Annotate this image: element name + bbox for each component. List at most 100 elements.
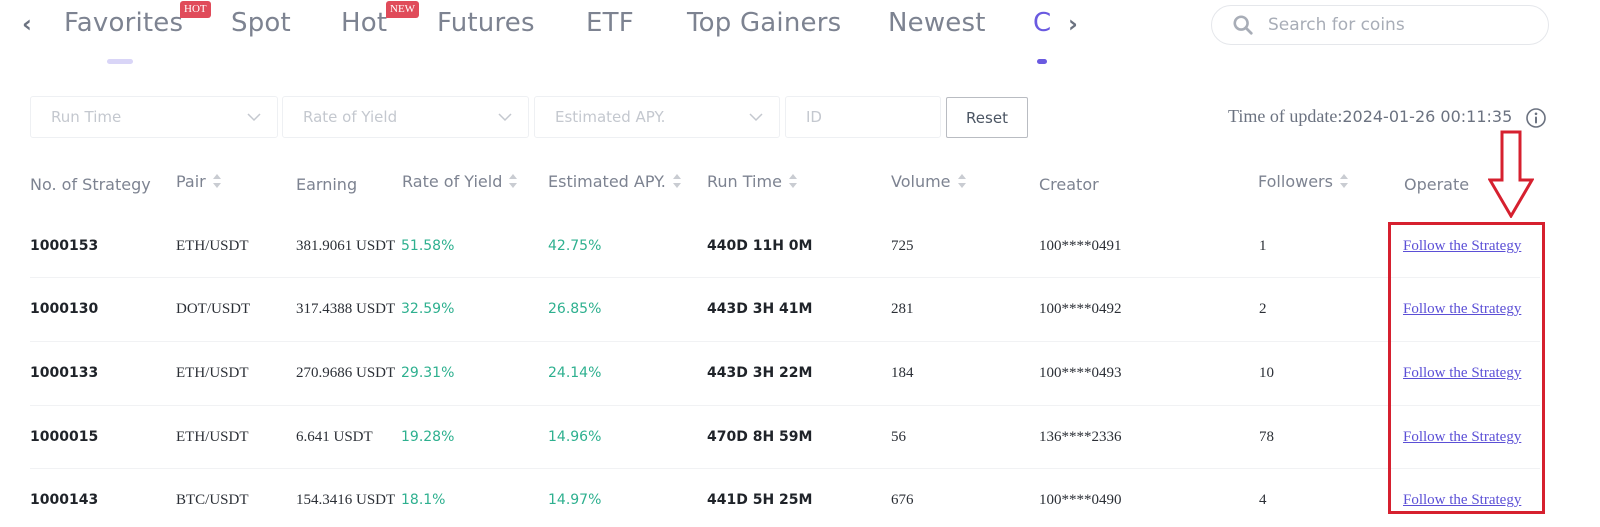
column-header-label: Followers — [1258, 172, 1333, 191]
strategy-id: 1000143 — [30, 492, 99, 508]
tab-top-gainers[interactable]: Top Gainers — [687, 8, 842, 38]
estimated-apy: 26.85% — [548, 301, 602, 317]
column-header-earning: Earning — [296, 175, 358, 194]
creator: 136****2336 — [1039, 429, 1122, 445]
column-header-label: Estimated APY. — [548, 172, 666, 191]
column-header-followers[interactable]: Followers — [1258, 172, 1349, 191]
followers: 1 — [1259, 238, 1267, 254]
volume: 281 — [891, 301, 914, 317]
run-time-filter-select[interactable]: Run Time — [30, 96, 278, 138]
chevron-down-icon — [749, 113, 763, 122]
table-row: 1000153 ETH/USDT 381.9061 USDT 51.58% 42… — [30, 215, 1540, 278]
follow-strategy-link[interactable]: Follow the Strategy — [1403, 365, 1522, 381]
update-time-label: Time of update: — [1228, 106, 1343, 126]
follow-strategy-link[interactable]: Follow the Strategy — [1403, 429, 1522, 445]
rate-of-yield-filter-select[interactable]: Rate of Yield — [282, 96, 529, 138]
pair: ETH/USDT — [176, 365, 249, 381]
run-time: 443D 3H 41M — [707, 301, 813, 317]
volume: 56 — [891, 429, 906, 445]
table-row: 1000133 ETH/USDT 270.9686 USDT 29.31% 24… — [30, 342, 1540, 405]
strategy-id: 1000015 — [30, 429, 99, 445]
followers: 10 — [1259, 365, 1274, 381]
active-tab-indicator — [1037, 59, 1047, 64]
tab-newest[interactable]: Newest — [888, 8, 986, 38]
tab-spot[interactable]: Spot — [231, 8, 291, 38]
creator: 100****0490 — [1039, 492, 1122, 508]
estimated-apy-filter-select[interactable]: Estimated APY. — [534, 96, 780, 138]
chevron-right-icon[interactable]: › — [1068, 10, 1078, 38]
followers: 4 — [1259, 492, 1267, 508]
strategy-id: 1000133 — [30, 365, 99, 381]
info-icon[interactable] — [1525, 107, 1547, 129]
column-header-label: Run Time — [707, 172, 782, 191]
tab-etf[interactable]: ETF — [586, 8, 634, 38]
update-time: Time of update:2024-01-26 00:11:35 — [1228, 106, 1512, 127]
tab-indicator — [107, 59, 133, 64]
rate-of-yield: 51.58% — [401, 238, 455, 254]
column-header-label: Rate of Yield — [402, 172, 503, 191]
annotation-down-arrow-icon — [1488, 130, 1534, 218]
id-input[interactable] — [786, 97, 940, 137]
creator: 100****0491 — [1039, 238, 1122, 254]
tab-hot[interactable]: Hot — [341, 8, 388, 38]
tab-futures[interactable]: Futures — [437, 8, 535, 38]
earning: 154.3416 USDT — [296, 492, 396, 508]
chevron-left-icon[interactable]: ‹ — [22, 10, 32, 38]
run-time: 441D 5H 25M — [707, 492, 813, 508]
table-row: 1000143 BTC/USDT 154.3416 USDT 18.1% 14.… — [30, 469, 1540, 527]
sort-icon[interactable] — [212, 173, 222, 189]
hot-badge: HOT — [180, 1, 211, 18]
creator: 100****0492 — [1039, 301, 1122, 317]
column-header-volume[interactable]: Volume — [891, 172, 967, 191]
coin-search-box[interactable] — [1211, 5, 1549, 45]
rate-of-yield: 18.1% — [401, 492, 446, 508]
sort-icon[interactable] — [788, 173, 798, 189]
creator: 100****0493 — [1039, 365, 1122, 381]
reset-button[interactable]: Reset — [946, 97, 1028, 138]
rate-of-yield: 29.31% — [401, 365, 455, 381]
tab-favorites[interactable]: Favorites — [64, 8, 184, 38]
follow-strategy-link[interactable]: Follow the Strategy — [1403, 301, 1522, 317]
volume: 676 — [891, 492, 914, 508]
column-header-label: Volume — [891, 172, 951, 191]
follow-strategy-link[interactable]: Follow the Strategy — [1403, 238, 1522, 254]
chevron-down-icon — [247, 113, 261, 122]
earning: 317.4388 USDT — [296, 301, 396, 317]
search-icon — [1233, 15, 1253, 35]
strategy-id: 1000153 — [30, 238, 99, 254]
run-time: 443D 3H 22M — [707, 365, 813, 381]
sort-icon[interactable] — [672, 173, 682, 189]
sort-icon[interactable] — [1339, 173, 1349, 189]
followers: 78 — [1259, 429, 1274, 445]
table-row: 1000130 DOT/USDT 317.4388 USDT 32.59% 26… — [30, 278, 1540, 341]
sort-icon[interactable] — [957, 173, 967, 189]
column-header-rate-of-yield[interactable]: Rate of Yield — [402, 172, 518, 191]
column-header-label: Pair — [176, 172, 206, 191]
estimated-apy: 14.96% — [548, 429, 602, 445]
rate-of-yield-filter-label: Rate of Yield — [303, 108, 398, 126]
new-badge: NEW — [386, 1, 420, 18]
id-filter-field[interactable] — [785, 96, 941, 138]
follow-strategy-link[interactable]: Follow the Strategy — [1403, 492, 1522, 508]
column-header-estimated-apy[interactable]: Estimated APY. — [548, 172, 682, 191]
column-header-run-time[interactable]: Run Time — [707, 172, 798, 191]
estimated-apy: 24.14% — [548, 365, 602, 381]
earning: 6.641 USDT — [296, 429, 373, 445]
rate-of-yield: 19.28% — [401, 429, 455, 445]
sort-icon[interactable] — [508, 173, 518, 189]
row-divider — [30, 405, 1540, 406]
strategy-id: 1000130 — [30, 301, 99, 317]
pair: BTC/USDT — [176, 492, 249, 508]
row-divider — [30, 277, 1540, 278]
pair: DOT/USDT — [176, 301, 251, 317]
column-header-pair[interactable]: Pair — [176, 172, 222, 191]
table-row: 1000015 ETH/USDT 6.641 USDT 19.28% 14.96… — [30, 406, 1540, 469]
column-header-operate: Operate — [1404, 175, 1470, 194]
market-tab-bar: ‹ Favorites HOT Spot Hot NEW Futures ETF… — [0, 0, 1600, 70]
annotation-highlight-box — [1388, 222, 1545, 514]
earning: 270.9686 USDT — [296, 365, 396, 381]
row-divider — [30, 341, 1540, 342]
earning: 381.9061 USDT — [296, 238, 396, 254]
tab-copy-trading-active[interactable]: C — [1033, 8, 1052, 38]
search-input[interactable] — [1268, 6, 1538, 44]
